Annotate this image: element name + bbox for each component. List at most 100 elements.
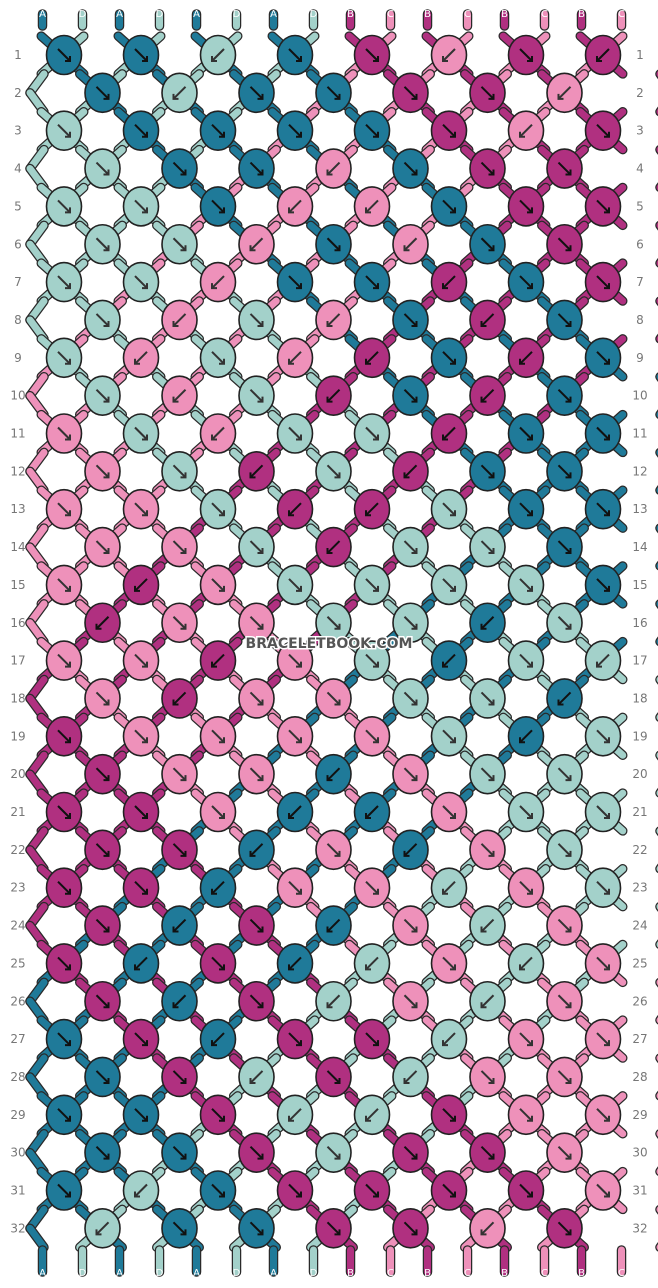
knot [122, 943, 160, 984]
knot [430, 1018, 468, 1060]
knot [353, 110, 391, 151]
row-number-left: 6 [14, 237, 22, 251]
knot [507, 110, 545, 151]
knot [353, 488, 391, 530]
knot [469, 1208, 506, 1249]
knot [392, 223, 429, 265]
knot [315, 1208, 352, 1249]
knot [238, 451, 275, 492]
row-number-left: 28 [10, 1070, 25, 1084]
knot [122, 791, 160, 833]
knot [584, 715, 622, 757]
row-number-right: 11 [632, 427, 647, 441]
row-number-right: 6 [636, 237, 644, 251]
knot [584, 110, 622, 151]
knot [45, 564, 83, 606]
knot [469, 1132, 506, 1173]
knot [84, 1056, 121, 1098]
knot [199, 261, 237, 303]
knot [122, 413, 160, 454]
knot [161, 526, 198, 568]
knot [276, 1094, 314, 1136]
strand-label-top: B [347, 9, 354, 20]
knot [276, 1018, 314, 1060]
strand-label-bottom: C [541, 1268, 548, 1279]
knot [276, 640, 314, 681]
strand-label-top: D [310, 9, 318, 20]
knot [122, 261, 160, 303]
knot [392, 1132, 429, 1173]
row-number-right: 23 [632, 881, 647, 895]
knot [353, 640, 391, 681]
knot [392, 980, 429, 1022]
knot [276, 867, 314, 909]
knot [584, 413, 622, 454]
knot [469, 602, 506, 644]
row-number-left: 31 [10, 1184, 25, 1198]
knot [238, 602, 275, 644]
knot [507, 337, 545, 379]
row-number-left: 26 [10, 994, 25, 1008]
knot [122, 1170, 160, 1211]
row-number-left: 20 [10, 767, 25, 781]
knot [45, 34, 83, 76]
row-number-right: 24 [632, 919, 647, 933]
strand-label-top: A [270, 9, 277, 20]
strand-label-top: A [116, 9, 123, 20]
knot [546, 72, 583, 114]
knot [546, 602, 583, 644]
knot [161, 375, 198, 416]
knot [199, 488, 237, 530]
row-number-right: 18 [632, 691, 647, 705]
knot [469, 678, 506, 719]
row-number-left: 12 [10, 464, 25, 478]
knot [353, 1094, 391, 1136]
strand-label-bottom: C [618, 1268, 625, 1279]
knot [276, 943, 314, 984]
row-number-left: 17 [10, 654, 25, 668]
knot [546, 299, 583, 341]
strand-label-bottom: B [424, 1268, 431, 1279]
knot [122, 110, 160, 151]
knot [84, 223, 121, 265]
knot [45, 943, 83, 984]
row-number-right: 29 [632, 1108, 647, 1122]
knot [161, 1132, 198, 1173]
knot [546, 451, 583, 492]
knot [430, 110, 468, 151]
knot [507, 488, 545, 530]
knot [353, 715, 391, 757]
watermark: BRACELETBOOK.COM [246, 636, 413, 652]
strand-label-top: B [424, 9, 431, 20]
knot [122, 640, 160, 681]
row-number-right: 16 [632, 616, 647, 630]
knot [507, 1094, 545, 1136]
row-number-left: 10 [10, 389, 25, 403]
knot [507, 715, 545, 757]
strand-label-bottom: A [116, 1268, 123, 1279]
knot [584, 34, 622, 76]
knot [276, 413, 314, 454]
row-number-left: 15 [10, 578, 25, 592]
knot [238, 526, 275, 568]
knot [353, 337, 391, 379]
knot [238, 375, 275, 416]
knot [353, 413, 391, 454]
knot [430, 943, 468, 984]
knot [507, 867, 545, 909]
knot [584, 337, 622, 379]
knot [392, 1056, 429, 1098]
knot [430, 564, 468, 606]
knot [353, 867, 391, 909]
knot [84, 602, 121, 644]
row-number-left: 24 [10, 919, 25, 933]
knot [584, 943, 622, 984]
knot [469, 375, 506, 416]
knot [353, 791, 391, 833]
row-number-left: 23 [10, 881, 25, 895]
knot [315, 299, 352, 341]
knot [507, 413, 545, 454]
strand-label-bottom: A [270, 1268, 277, 1279]
knot [584, 867, 622, 909]
